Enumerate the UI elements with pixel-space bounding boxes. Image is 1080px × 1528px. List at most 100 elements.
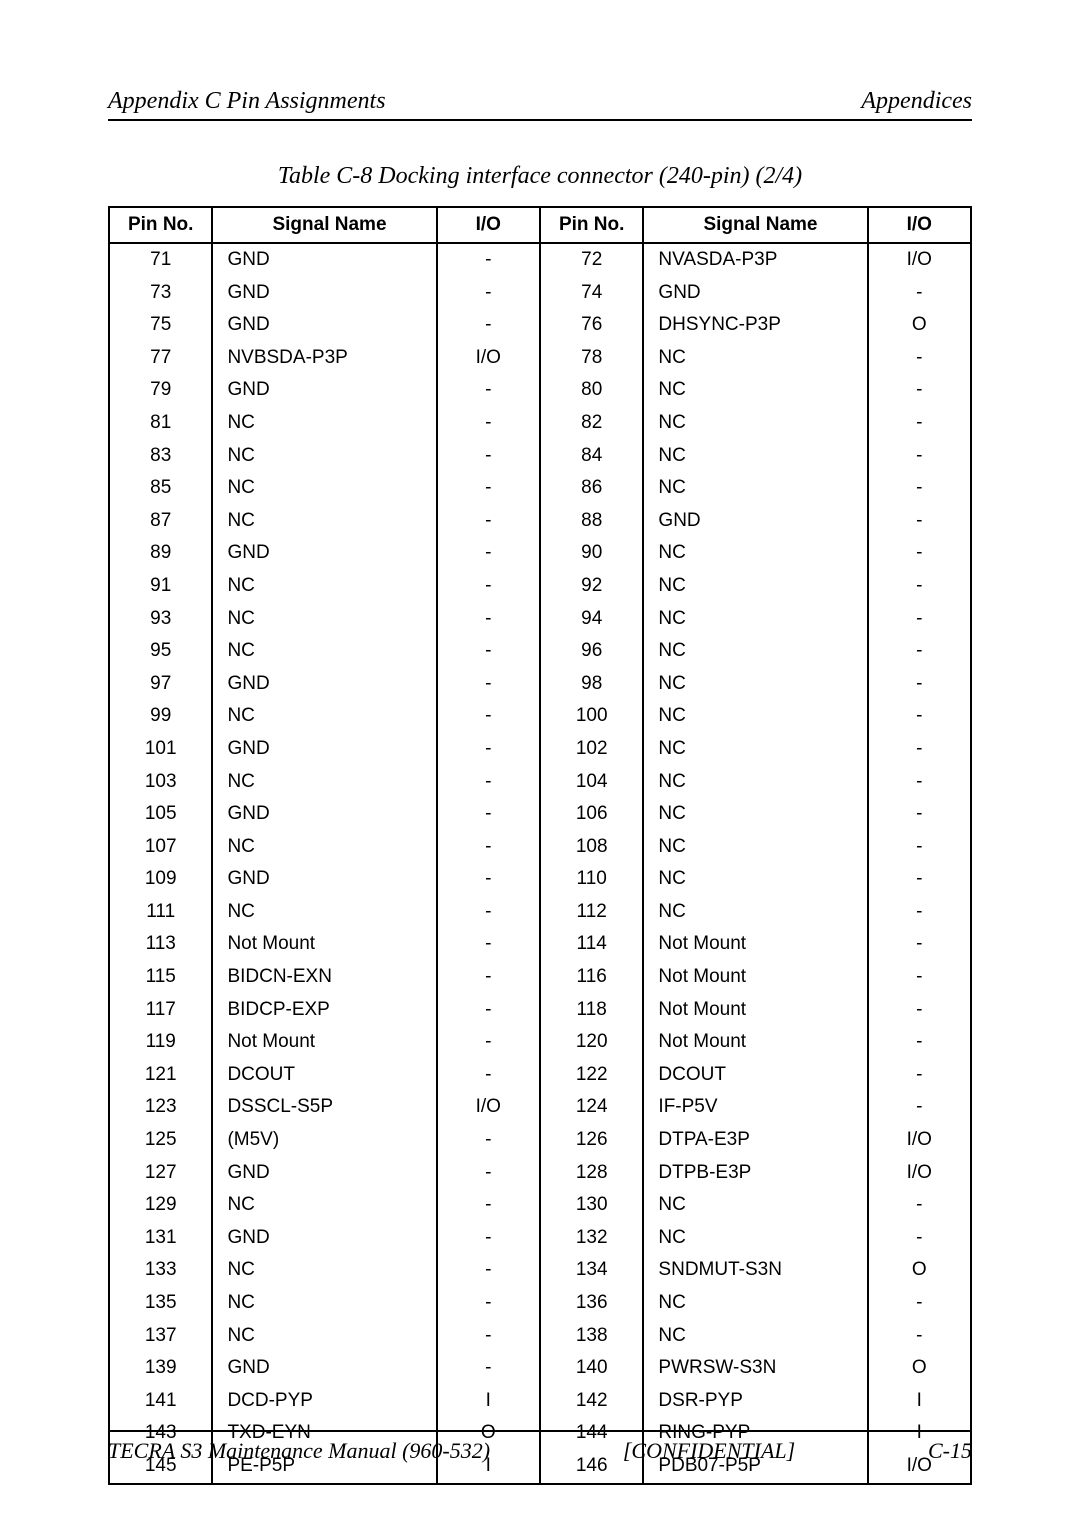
table-cell: NVBSDA-P3P — [212, 342, 436, 375]
table-cell: - — [437, 798, 540, 831]
table-cell: - — [437, 766, 540, 799]
footer-right: C-15 — [928, 1438, 972, 1464]
table-cell: - — [437, 277, 540, 310]
table-cell: - — [868, 505, 971, 538]
table-cell: 88 — [540, 505, 643, 538]
table-cell: - — [437, 472, 540, 505]
col-header: I/O — [868, 207, 971, 243]
table-cell: - — [437, 961, 540, 994]
table-cell: 102 — [540, 733, 643, 766]
table-cell: NC — [212, 505, 436, 538]
table-cell: NC — [643, 537, 867, 570]
table-cell: - — [868, 277, 971, 310]
table-row: 135NC-136NC- — [109, 1287, 971, 1320]
table-row: 123DSSCL-S5PI/O124IF-P5V- — [109, 1091, 971, 1124]
table-cell: GND — [212, 668, 436, 701]
table-row: 107NC-108NC- — [109, 831, 971, 864]
table-cell: - — [437, 1026, 540, 1059]
table-cell: NC — [643, 342, 867, 375]
table-cell: - — [868, 570, 971, 603]
table-cell: Not Mount — [212, 928, 436, 961]
table-cell: Not Mount — [643, 961, 867, 994]
table-cell: - — [437, 635, 540, 668]
table-cell: NC — [643, 603, 867, 636]
table-row: 111NC-112NC- — [109, 896, 971, 929]
table-cell: GND — [643, 505, 867, 538]
table-row: 85NC-86NC- — [109, 472, 971, 505]
table-cell: - — [868, 1091, 971, 1124]
table-cell: DCOUT — [212, 1059, 436, 1092]
table-cell: - — [437, 896, 540, 929]
table-cell: - — [868, 1222, 971, 1255]
table-cell: - — [868, 928, 971, 961]
table-cell: - — [437, 1059, 540, 1092]
table-cell: - — [868, 537, 971, 570]
table-cell: - — [437, 1254, 540, 1287]
table-cell: 138 — [540, 1320, 643, 1353]
table-cell: - — [868, 733, 971, 766]
table-cell: - — [437, 1157, 540, 1190]
table-row: 73GND-74GND- — [109, 277, 971, 310]
table-cell: NVASDA-P3P — [643, 243, 867, 277]
table-cell: Not Mount — [212, 1026, 436, 1059]
table-cell: - — [437, 668, 540, 701]
table-cell: Not Mount — [643, 994, 867, 1027]
table-cell: 137 — [109, 1320, 212, 1353]
table-cell: NC — [643, 472, 867, 505]
table-cell: 87 — [109, 505, 212, 538]
table-row: 99NC-100NC- — [109, 700, 971, 733]
table-cell: NC — [212, 896, 436, 929]
table-cell: NC — [212, 407, 436, 440]
table-row: 129NC-130NC- — [109, 1189, 971, 1222]
table-cell: 72 — [540, 243, 643, 277]
table-row: 77NVBSDA-P3PI/O78NC- — [109, 342, 971, 375]
table-row: 117BIDCP-EXP-118Not Mount- — [109, 994, 971, 1027]
table-row: 89GND-90NC- — [109, 537, 971, 570]
table-row: 87NC-88GND- — [109, 505, 971, 538]
table-cell: GND — [212, 733, 436, 766]
table-cell: O — [868, 1254, 971, 1287]
table-row: 97GND-98NC- — [109, 668, 971, 701]
table-cell: O — [868, 1352, 971, 1385]
table-cell: NC — [643, 1189, 867, 1222]
table-row: 139GND-140PWRSW-S3NO — [109, 1352, 971, 1385]
table-cell: - — [437, 1320, 540, 1353]
table-row: 125(M5V)-126DTPA-E3PI/O — [109, 1124, 971, 1157]
table-cell: 85 — [109, 472, 212, 505]
table-cell: 83 — [109, 440, 212, 473]
table-cell: DTPB-E3P — [643, 1157, 867, 1190]
table-row: 133NC-134SNDMUT-S3NO — [109, 1254, 971, 1287]
table-row: 137NC-138NC- — [109, 1320, 971, 1353]
table-cell: - — [437, 1352, 540, 1385]
table-row: 75GND-76DHSYNC-P3PO — [109, 309, 971, 342]
footer-center: [CONFIDENTIAL] — [623, 1438, 795, 1464]
table-cell: 112 — [540, 896, 643, 929]
table-cell: 140 — [540, 1352, 643, 1385]
page-footer: TECRA S3 Maintenance Manual (960-532) [C… — [108, 1430, 972, 1464]
table-row: 131GND-132NC- — [109, 1222, 971, 1255]
table-cell: GND — [212, 374, 436, 407]
table-cell: GND — [212, 798, 436, 831]
table-cell: - — [868, 440, 971, 473]
table-cell: 76 — [540, 309, 643, 342]
table-cell: 132 — [540, 1222, 643, 1255]
table-cell: NC — [643, 831, 867, 864]
table-cell: 141 — [109, 1385, 212, 1418]
table-cell: DSR-PYP — [643, 1385, 867, 1418]
table-cell: NC — [643, 863, 867, 896]
table-cell: 120 — [540, 1026, 643, 1059]
table-cell: - — [437, 1222, 540, 1255]
table-cell: - — [437, 537, 540, 570]
table-cell: 95 — [109, 635, 212, 668]
table-cell: NC — [212, 440, 436, 473]
table-cell: GND — [643, 277, 867, 310]
table-cell: 139 — [109, 1352, 212, 1385]
table-cell: - — [868, 994, 971, 1027]
table-cell: NC — [643, 570, 867, 603]
table-cell: NC — [643, 733, 867, 766]
table-cell: NC — [212, 831, 436, 864]
table-row: 79GND-80NC- — [109, 374, 971, 407]
table-cell: (M5V) — [212, 1124, 436, 1157]
table-cell: NC — [643, 896, 867, 929]
table-cell: NC — [643, 635, 867, 668]
